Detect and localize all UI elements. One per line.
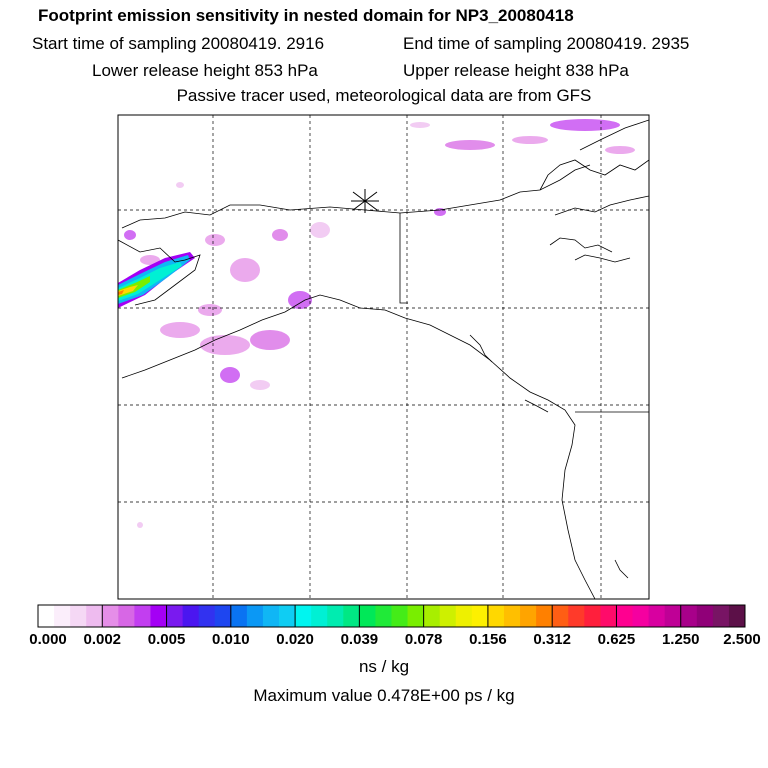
sampling-start: Start time of sampling 20080419. 2916 [32, 34, 325, 53]
colorbar-swatch [680, 605, 698, 627]
colorbar [37, 604, 746, 628]
sensitivity-field [124, 119, 635, 528]
map-frame [117, 114, 650, 600]
colorbar-tick-label: 0.078 [404, 631, 443, 648]
colorbar-tick-label: 0.010 [212, 631, 250, 648]
colorbar-swatch [423, 605, 441, 627]
colorbar-swatch [86, 605, 103, 627]
colorbar-tick-label: 0.005 [147, 631, 186, 648]
colorbar-swatch [198, 605, 216, 627]
colorbar-swatch [407, 605, 425, 627]
colorbar-swatch [391, 605, 408, 627]
colorbar-tick-label: 0.039 [340, 631, 379, 648]
colorbar-swatch [150, 605, 167, 627]
colorbar-swatch [712, 605, 730, 627]
colorbar-swatch [359, 605, 376, 627]
units-label: ns / kg [358, 657, 410, 676]
colorbar-swatch [471, 605, 489, 627]
map-content [118, 115, 649, 599]
colorbar-tick-label: 0.020 [276, 631, 314, 648]
colorbar-swatch [118, 605, 135, 627]
colorbar-swatch [38, 605, 55, 627]
colorbar-swatch [503, 605, 521, 627]
sampling-end: End time of sampling 20080419. 2935 [403, 34, 690, 53]
colorbar-tick-label: 0.156 [469, 631, 507, 648]
map-title: Footprint emission sensitivity in nested… [38, 6, 574, 25]
colorbar-swatch [54, 605, 71, 627]
tracer-note: Passive tracer used, meteorological data… [176, 86, 592, 105]
colorbar-swatch [311, 605, 328, 627]
colorbar-swatch [295, 605, 312, 627]
upper-release-height: Upper release height 838 hPa [403, 61, 629, 80]
colorbar-swatch [616, 605, 633, 627]
colorbar-swatch [664, 605, 682, 627]
colorbar-swatch [182, 605, 200, 627]
colorbar-swatch [230, 605, 248, 627]
colorbar-swatch [648, 605, 666, 627]
colorbar-swatch [568, 605, 585, 627]
colorbar-swatch [600, 605, 617, 627]
colorbar-swatch [166, 605, 184, 627]
colorbar-swatch [536, 605, 553, 627]
lower-release-height: Lower release height 853 hPa [92, 61, 318, 80]
colorbar-swatch [375, 605, 392, 627]
colorbar-swatch [439, 605, 457, 627]
colorbar-tick-label: 2.500 [723, 631, 761, 648]
colorbar-swatch [520, 605, 537, 627]
colorbar-swatch [455, 605, 473, 627]
colorbar-tick-label: 1.250 [661, 631, 700, 648]
colorbar-swatch [134, 605, 151, 627]
colorbar-swatch [327, 605, 344, 627]
colorbar-tick-label: 0.002 [83, 631, 122, 648]
colorbar-swatch [279, 605, 296, 627]
colorbar-swatch [584, 605, 601, 627]
colorbar-tick-label: 0.000 [29, 631, 67, 648]
colorbar-border [37, 604, 746, 628]
colorbar-swatch [552, 605, 569, 627]
maximum-value: Maximum value 0.478E+00 ps / kg [253, 686, 515, 705]
borders [399, 213, 649, 413]
colorbar-tick-label: 0.625 [597, 631, 636, 648]
coastlines [118, 119, 649, 599]
colorbar-swatch [70, 605, 87, 627]
plume [118, 252, 195, 308]
colorbar-swatch [696, 605, 714, 627]
release-point-marker [351, 189, 379, 213]
grid-lines [118, 115, 649, 599]
colorbar-swatch [246, 605, 264, 627]
colorbar-swatch [214, 605, 232, 627]
colorbar-swatch [632, 605, 649, 627]
colorbar-swatch [487, 605, 505, 627]
colorbar-tick-label: 0.312 [533, 631, 571, 648]
colorbar-swatch [102, 605, 119, 627]
colorbar-swatch [262, 605, 280, 627]
colorbar-swatch [343, 605, 360, 627]
colorbar-swatch [728, 605, 746, 627]
